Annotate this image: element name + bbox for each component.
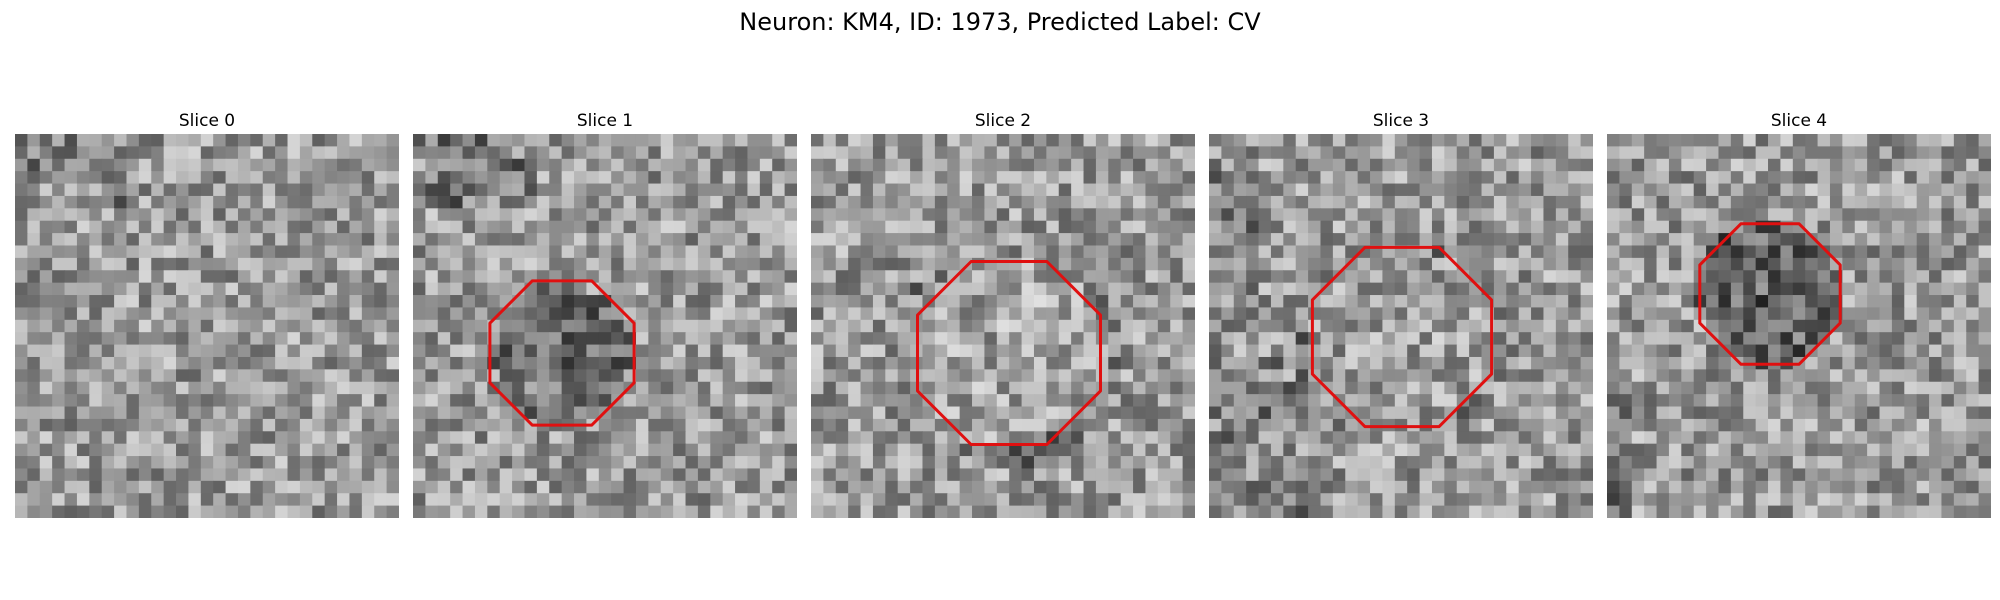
slice-image [15,134,399,518]
slice-panel-2: Slice 2 [811,112,1195,518]
slice-image [1607,134,1991,518]
roi-outline [1310,245,1494,429]
slice-panel-1: Slice 1 [413,112,797,518]
slice-panel-3: Slice 3 [1209,112,1593,518]
slice-title: Slice 0 [178,111,236,131]
slice-image [413,134,797,518]
slice-title: Slice 3 [1372,111,1430,131]
roi-outline [916,260,1102,446]
slice-title: Slice 2 [974,111,1032,131]
slice-panel-0: Slice 0 [15,112,399,518]
figure-title: Neuron: KM4, ID: 1973, Predicted Label: … [739,8,1261,36]
slice-image [811,134,1195,518]
slice-title: Slice 1 [576,111,634,131]
slice-title: Slice 4 [1770,111,1828,131]
roi-outline [1698,222,1842,366]
slice-image [1209,134,1593,518]
slice-panel-4: Slice 4 [1607,112,1991,518]
roi-outline [488,279,636,427]
